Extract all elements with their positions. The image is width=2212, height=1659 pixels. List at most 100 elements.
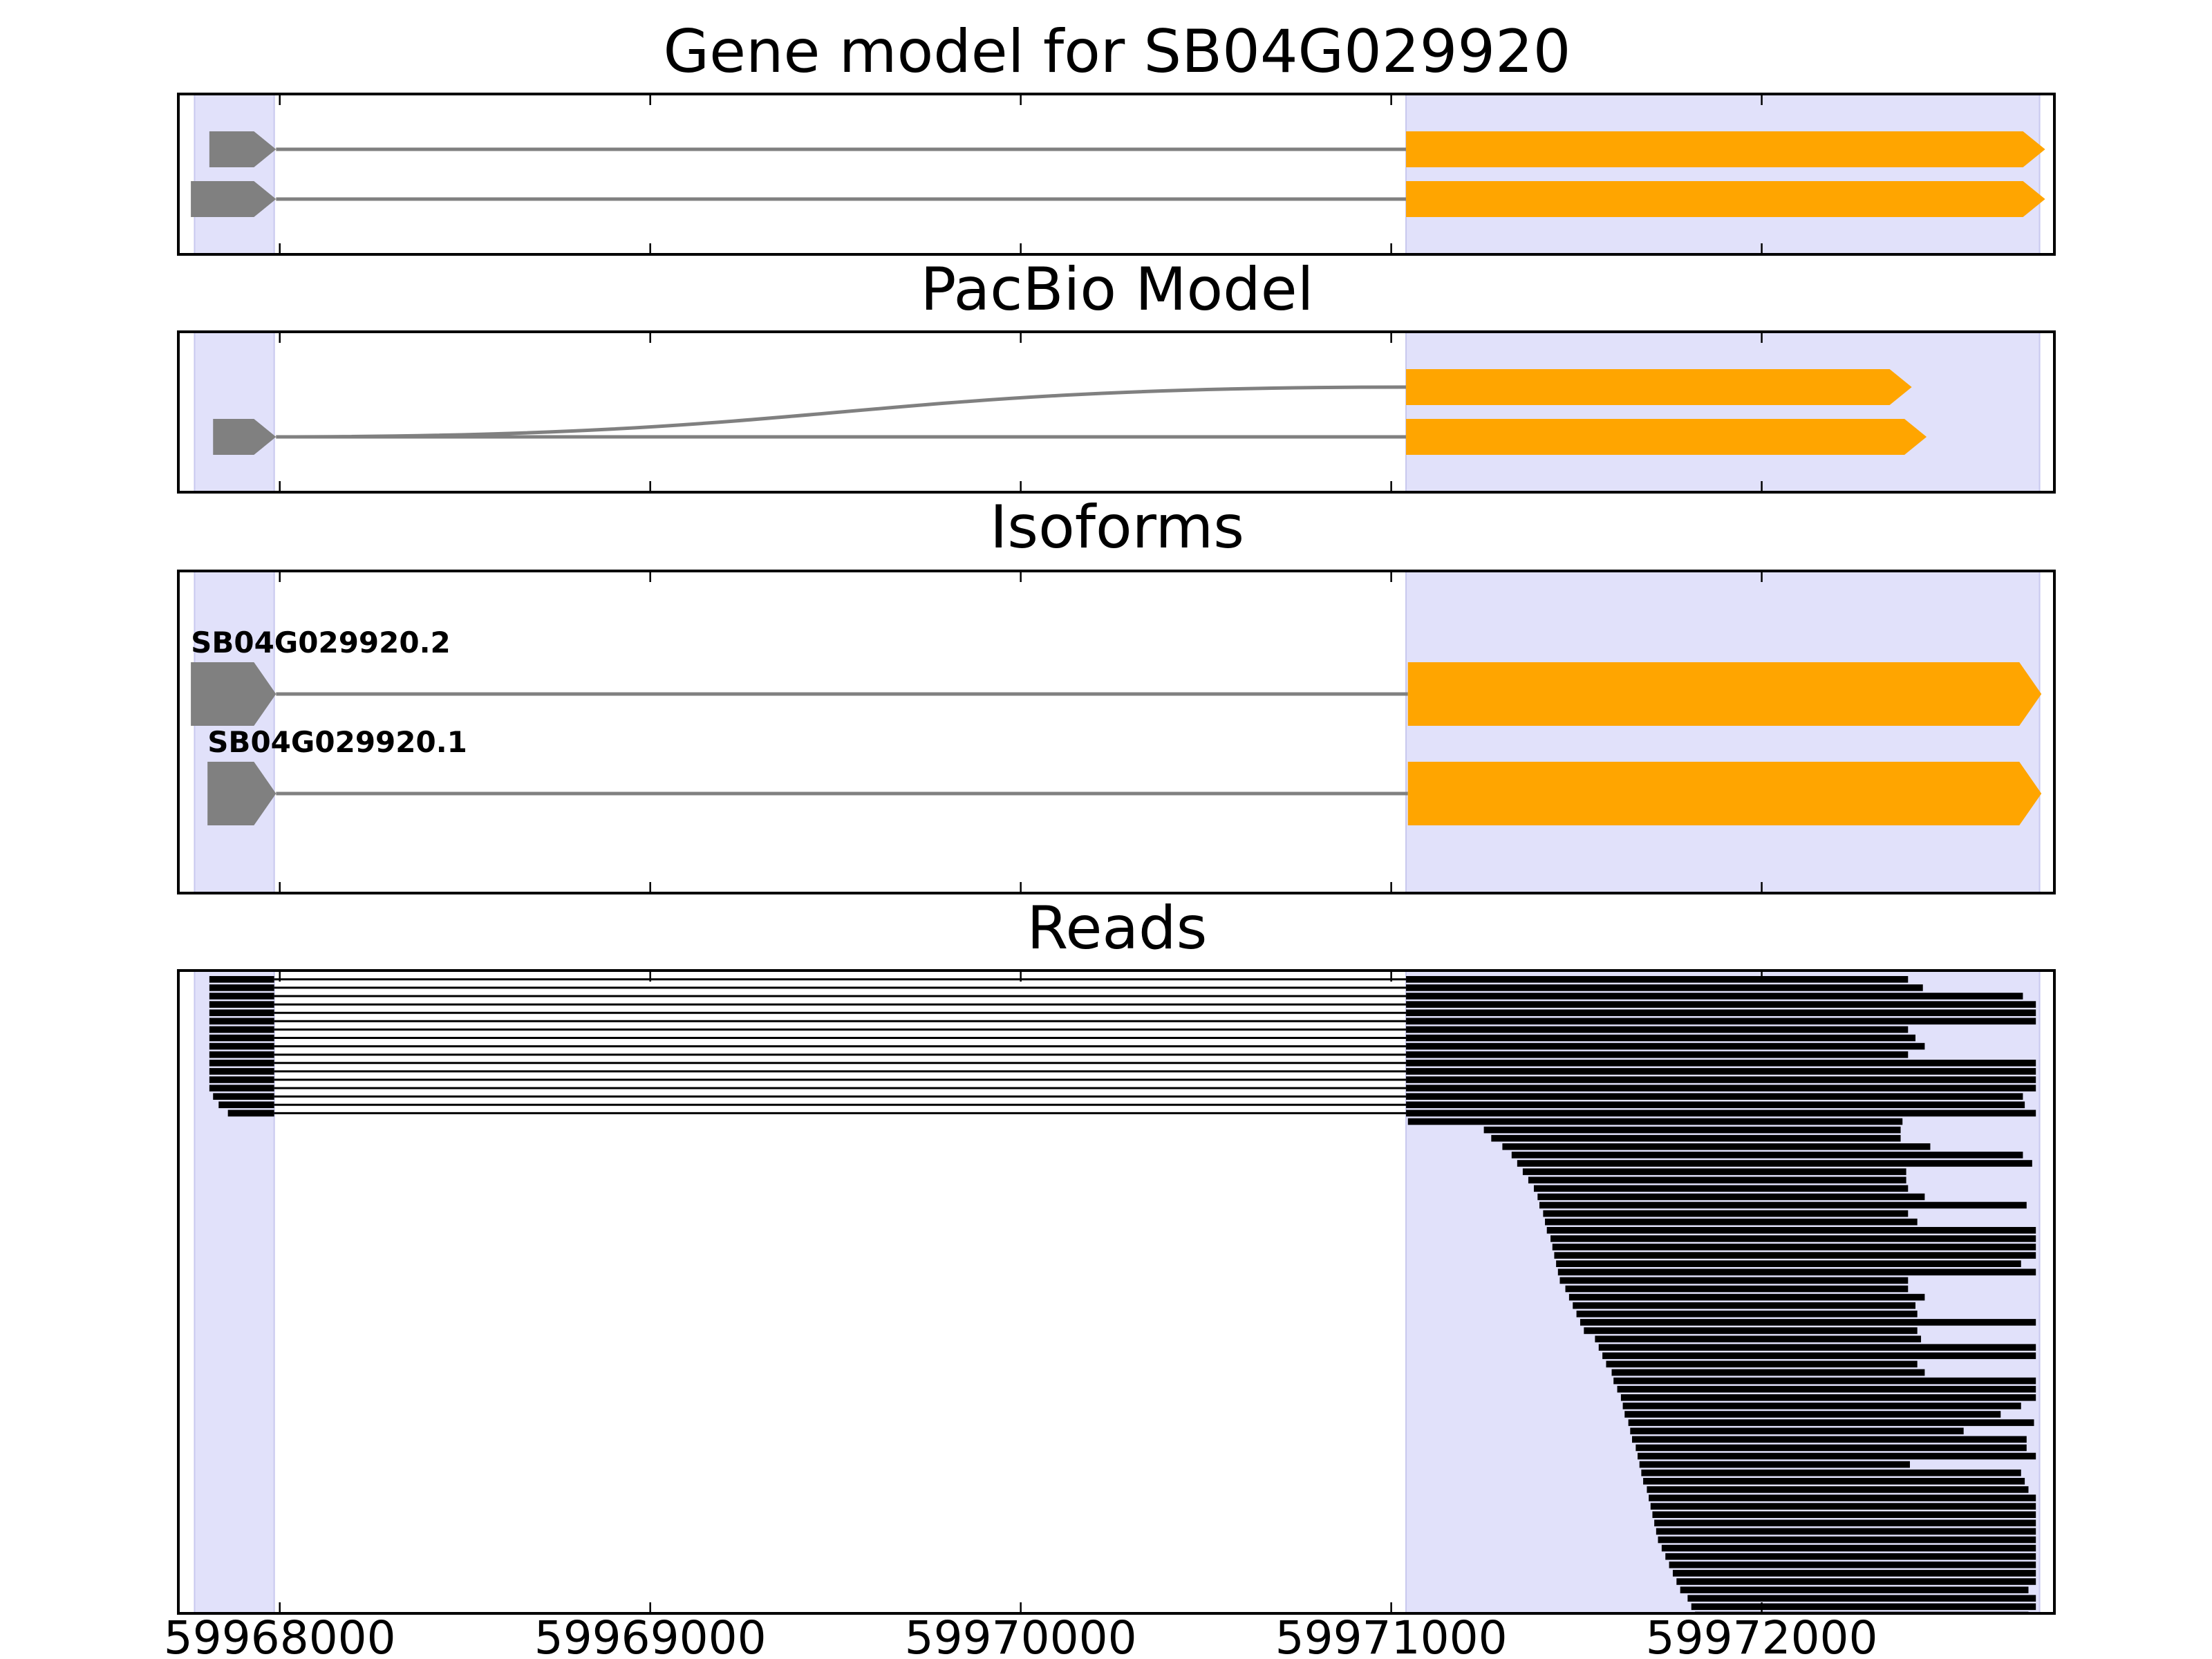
read-block xyxy=(1491,1134,1901,1142)
exon-region-band xyxy=(1405,571,2041,893)
x-tick-label: 59969000 xyxy=(534,1611,767,1659)
exon-region-band xyxy=(194,971,275,1613)
read-block xyxy=(1584,1327,1918,1334)
isoform-label: SB04G029920.1 xyxy=(207,725,467,759)
read-block xyxy=(213,1093,274,1100)
read-block xyxy=(1643,1478,2025,1485)
isoforms-title: Isoforms xyxy=(990,493,1244,562)
read-block xyxy=(1638,1452,2036,1460)
exon-region-bands xyxy=(194,571,2041,893)
read-block xyxy=(209,1051,274,1058)
read-block xyxy=(1639,1461,1910,1468)
read-block xyxy=(1665,1553,2036,1560)
read-block xyxy=(209,1076,274,1083)
read-block xyxy=(1595,1335,1922,1342)
read-block xyxy=(1546,1227,2036,1234)
read-block xyxy=(227,1109,274,1117)
read-block xyxy=(1517,1160,2032,1167)
read-block xyxy=(209,1026,274,1033)
read-block xyxy=(1631,1436,2027,1443)
read-block xyxy=(1669,1562,2036,1568)
reads-ticks xyxy=(279,971,1763,1613)
read-block xyxy=(1406,1034,1916,1042)
pacbio-model-ticks xyxy=(279,332,1763,492)
read-block xyxy=(209,1009,274,1016)
isoform-label: SB04G029920.2 xyxy=(191,626,451,659)
read-block xyxy=(209,1001,274,1008)
read-block xyxy=(1641,1469,2021,1477)
read-block xyxy=(1406,1109,2036,1117)
panel-isoforms: Isoforms SB04G029920.2 SB04G029920.1 xyxy=(177,493,2056,894)
pacbio-model-title: PacBio Model xyxy=(920,255,1313,324)
read-block xyxy=(1573,1302,1916,1309)
read-block xyxy=(1406,1093,2023,1100)
exon-region-band xyxy=(1405,332,2041,492)
x-tick-label: 59970000 xyxy=(905,1611,1137,1659)
x-tick-label: 59972000 xyxy=(1646,1611,1878,1659)
reads-title: Reads xyxy=(1027,894,1208,963)
read-block xyxy=(1602,1352,2036,1360)
read-block xyxy=(209,1034,274,1042)
cds-exon xyxy=(1407,662,2042,726)
cds-exon xyxy=(1406,419,1927,455)
read-block xyxy=(1672,1570,2036,1577)
read-block xyxy=(209,1042,274,1050)
read-block xyxy=(1533,1185,1909,1192)
read-block xyxy=(1576,1311,1918,1318)
read-block xyxy=(1543,1210,1909,1217)
read-block xyxy=(1406,1018,2036,1025)
read-block xyxy=(1557,1268,2036,1276)
read-block xyxy=(1406,1042,1925,1050)
read-block xyxy=(1661,1544,2036,1552)
cds-exon xyxy=(1406,131,2045,167)
read-block xyxy=(209,1068,274,1075)
read-block xyxy=(1406,1076,2036,1083)
exon-region-bands xyxy=(194,332,2041,492)
read-block xyxy=(1539,1201,2027,1209)
read-block xyxy=(1580,1319,2036,1326)
read-block xyxy=(1407,1118,1903,1125)
read-block xyxy=(1568,1293,1925,1301)
read-block xyxy=(1502,1143,1931,1150)
read-block xyxy=(209,976,274,983)
read-block xyxy=(1406,984,1923,991)
read-block xyxy=(1676,1578,2036,1585)
read-block xyxy=(1406,976,1909,983)
read-block xyxy=(1406,1101,2025,1109)
read-block xyxy=(1406,1026,1909,1033)
read-block xyxy=(209,1085,274,1091)
read-block xyxy=(1406,1009,2036,1016)
read-alignments xyxy=(209,976,2036,1613)
pacbio-transcripts xyxy=(213,369,1927,455)
read-block xyxy=(1537,1193,1925,1201)
read-block xyxy=(1650,1503,2036,1510)
read-block xyxy=(209,1018,274,1025)
exon-region-band xyxy=(1405,94,2041,254)
utr-exon xyxy=(191,181,276,217)
read-block xyxy=(209,993,274,1000)
gene-model-transcripts xyxy=(191,131,2045,217)
read-block xyxy=(1406,1068,2036,1075)
read-block xyxy=(1606,1360,1918,1368)
read-block xyxy=(1649,1494,2036,1501)
utr-exon xyxy=(191,662,276,726)
exon-region-bands xyxy=(194,94,2041,254)
read-block xyxy=(1613,1377,2036,1385)
read-block xyxy=(1617,1385,2036,1393)
read-block xyxy=(1406,993,2023,1000)
read-block xyxy=(1565,1285,1909,1293)
read-block xyxy=(1554,1252,2036,1259)
read-block xyxy=(209,984,274,991)
reads-frame xyxy=(177,969,2056,1615)
read-block xyxy=(1620,1394,2036,1401)
read-block xyxy=(1522,1168,1906,1175)
exon-region-band xyxy=(194,571,275,893)
read-block xyxy=(1598,1344,2036,1351)
intron-curve xyxy=(276,385,1407,439)
x-tick-label: 59971000 xyxy=(1275,1611,1508,1659)
isoforms-frame xyxy=(177,570,2056,894)
read-block xyxy=(218,1101,274,1109)
read-block xyxy=(1559,1277,1909,1284)
read-block xyxy=(1611,1369,1925,1376)
read-block xyxy=(1550,1235,2036,1242)
